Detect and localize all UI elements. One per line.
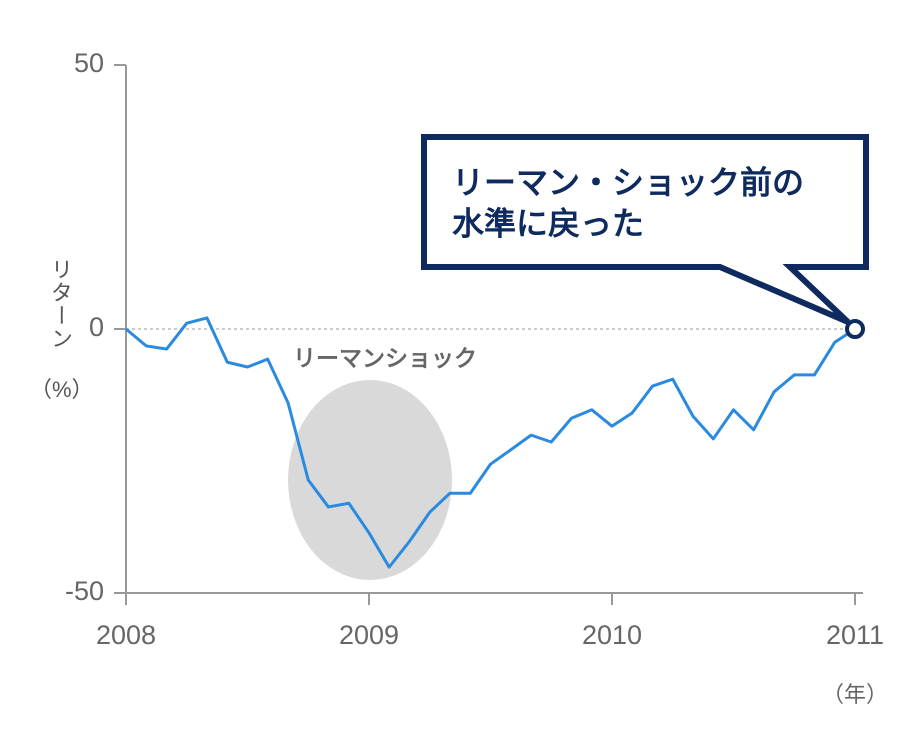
y-tick-label: -50 [65, 576, 104, 606]
x-tick-label: 2009 [339, 620, 399, 650]
y-tick-label: 0 [89, 312, 104, 342]
x-tick-label: 2010 [582, 620, 642, 650]
highlight [288, 380, 452, 580]
y-tick-label: 50 [74, 48, 104, 78]
x-tick-label: 2011 [826, 620, 884, 650]
callout-box [421, 134, 869, 325]
y-unit: （%） [30, 377, 94, 402]
line-series [125, 316, 856, 569]
annotation: リーマンショック [293, 345, 477, 371]
callout-line: 水準に戻った [452, 205, 644, 241]
x-unit: （年） [822, 682, 888, 707]
callout-line: リーマン・ショック前の [452, 164, 804, 200]
y-label: リターン [48, 258, 73, 350]
end-marker [845, 319, 865, 339]
x-tick-label: 2008 [96, 620, 156, 650]
